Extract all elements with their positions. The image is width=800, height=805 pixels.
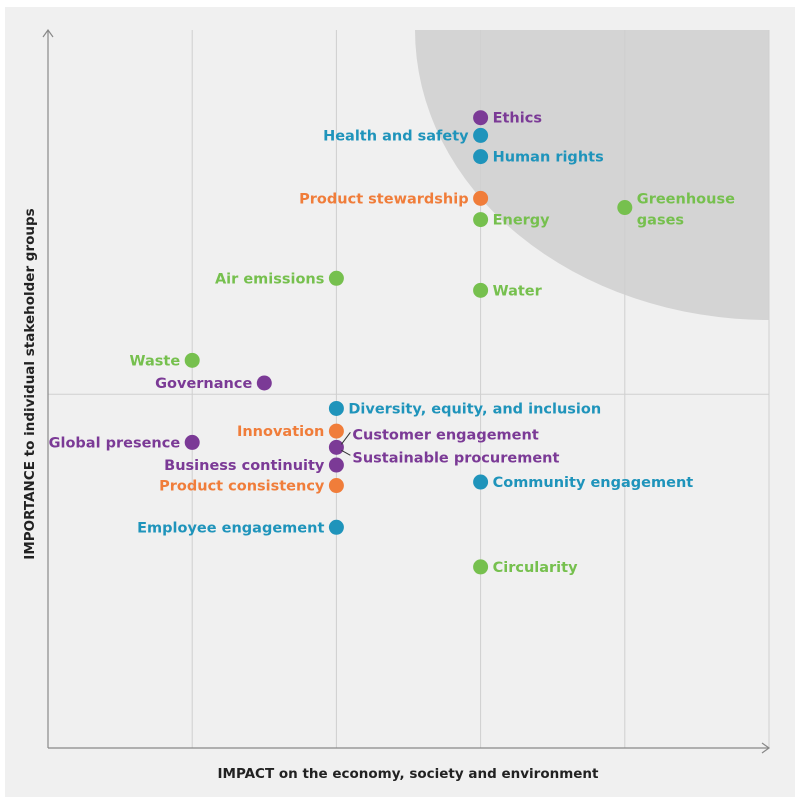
data-point-group: Ethics xyxy=(473,110,542,127)
data-point xyxy=(328,400,344,416)
point-label: Business continuity xyxy=(164,458,325,474)
data-point-group: Customer engagement Sustainable procureme… xyxy=(328,427,559,466)
leader-line xyxy=(340,432,351,445)
y-axis-arrow-icon xyxy=(42,28,54,38)
data-point xyxy=(328,439,344,455)
data-point-group: Global presence xyxy=(49,434,200,451)
point-label: Waste xyxy=(130,353,181,369)
data-point xyxy=(473,212,489,228)
y-axis-label: IMPORTANCE to individual stakeholder gro… xyxy=(22,208,38,559)
data-point xyxy=(328,478,344,494)
data-point xyxy=(256,375,272,391)
data-point xyxy=(617,200,633,216)
data-point-group: Diversity, equity, and inclusion xyxy=(328,400,601,417)
point-label: Ethics xyxy=(493,111,542,127)
data-point-group: Circularity xyxy=(473,559,578,576)
point-label: Health and safety xyxy=(323,128,469,144)
x-axis-arrow-icon xyxy=(761,742,771,754)
data-point xyxy=(184,352,200,368)
priority-region xyxy=(415,30,769,320)
point-label: Innovation xyxy=(237,424,324,440)
data-point xyxy=(328,270,344,286)
data-point xyxy=(473,559,489,575)
data-point-group: Waste xyxy=(130,352,200,369)
point-label: Circularity xyxy=(493,560,578,576)
point-label: Sustainable procurement xyxy=(352,450,559,466)
data-point-group: Health and safety xyxy=(323,127,489,144)
point-label: Product stewardship xyxy=(299,191,468,207)
point-label: Human rights xyxy=(493,150,604,166)
point-label: Community engagement xyxy=(493,475,694,491)
data-point-group: Product stewardship xyxy=(299,190,489,207)
point-label: Global presence xyxy=(49,435,181,451)
data-point-group: Employee engagement xyxy=(137,519,344,536)
data-point-group: Greenhouse gases xyxy=(617,192,735,229)
data-point-group: Human rights xyxy=(473,149,604,166)
data-point-group: Business continuity xyxy=(164,457,344,474)
point-label: Water xyxy=(493,283,543,299)
data-point xyxy=(184,434,200,450)
data-point-group: Product consistency xyxy=(159,478,344,495)
data-point-group: Innovation xyxy=(237,423,344,440)
point-label: Customer engagement xyxy=(352,427,538,443)
point-label: Employee engagement xyxy=(137,520,324,536)
data-point xyxy=(473,149,489,165)
data-point xyxy=(473,110,489,126)
x-axis-label: IMPACT on the economy, society and envir… xyxy=(217,766,599,782)
point-label: Greenhouse gases xyxy=(637,192,735,229)
leader-line xyxy=(341,449,351,456)
data-point xyxy=(328,519,344,535)
data-point-group: Energy xyxy=(473,212,550,229)
data-point xyxy=(473,190,489,206)
data-point xyxy=(473,282,489,298)
data-point-group: Air emissions xyxy=(215,270,344,287)
point-label: Governance xyxy=(155,376,252,392)
data-point xyxy=(328,457,344,473)
data-point-group: Water xyxy=(473,282,543,299)
point-label: Diversity, equity, and inclusion xyxy=(348,401,601,417)
point-label: Energy xyxy=(493,213,551,229)
data-point xyxy=(473,127,489,143)
data-point-group: Governance xyxy=(155,375,272,392)
point-label: Product consistency xyxy=(159,479,325,495)
data-point-group: Community engagement xyxy=(473,474,694,491)
point-label: Air emissions xyxy=(215,271,324,287)
data-point xyxy=(473,474,489,490)
data-point xyxy=(328,423,344,439)
